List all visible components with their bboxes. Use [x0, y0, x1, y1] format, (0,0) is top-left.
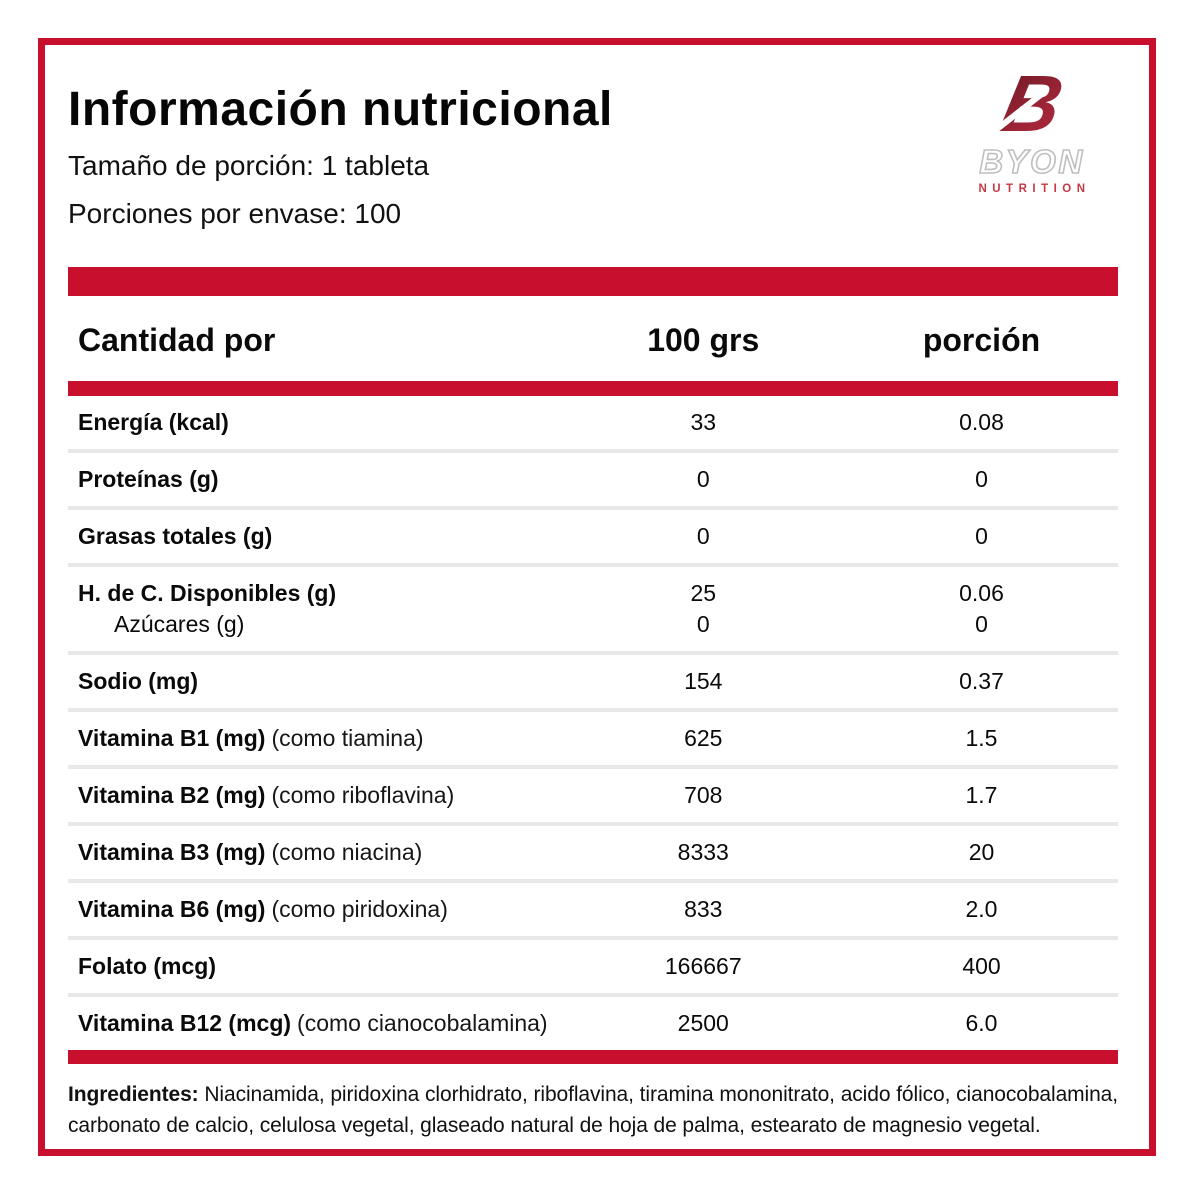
nutrient-note: (como tiamina)	[271, 724, 424, 751]
value-per-portion: 20	[968, 838, 995, 865]
value-per-portion: 0.08	[959, 408, 1004, 435]
row-separator	[68, 935, 1118, 940]
value-per-100g: 33	[690, 408, 717, 435]
value-per-100g: 625	[684, 724, 723, 751]
row-separator	[68, 650, 1118, 655]
table-row: Energía (kcal) 33 0.08	[68, 396, 1118, 449]
value-per-100g: 25	[690, 579, 717, 606]
nutrient-note: (como piridoxina)	[271, 895, 448, 922]
nutrient-label: Vitamina B6 (mg)	[78, 895, 266, 922]
value-per-portion: 0	[975, 465, 988, 492]
nutrient-label: Folato (mcg)	[78, 952, 216, 979]
table-row: Vitamina B2 (mg) (como riboflavina) 708 1…	[68, 769, 1118, 822]
ingredients-text: Niacinamida, piridoxina clorhidrato, rib…	[68, 1082, 1118, 1137]
value-per-100g: 708	[684, 781, 723, 808]
value-per-portion: 2.0	[965, 895, 998, 922]
table-row: Sodio (mg) 154 0.37	[68, 655, 1118, 708]
nutrient-note: (como niacina)	[271, 838, 423, 865]
value-per-portion: 1.7	[965, 781, 998, 808]
nutrient-label: Vitamina B12 (mcg)	[78, 1009, 292, 1036]
value-per-100g: 8333	[677, 838, 729, 865]
value-per-portion: 0.06	[959, 579, 1004, 606]
divider-bar-footer	[68, 1049, 1118, 1064]
brand-name: BYON	[979, 142, 1085, 180]
row-separator	[68, 562, 1118, 567]
table-row: Vitamina B1 (mg) (como tiamina) 625 1.5	[68, 712, 1118, 765]
brand-tagline: NUTRITION	[978, 183, 1091, 196]
row-separator	[68, 992, 1118, 997]
byon-b-logo-icon: B	[946, 59, 1118, 148]
column-label-header: Cantidad por	[78, 321, 276, 358]
row-separator	[68, 505, 1118, 510]
table-row: Proteínas (g) 0 0	[68, 453, 1118, 506]
nutrient-label: Grasas totales (g)	[78, 522, 273, 549]
value-per-100g: 166667	[664, 952, 742, 979]
row-separator	[68, 764, 1118, 769]
row-separator	[68, 821, 1118, 826]
value-per-portion: 6.0	[965, 1009, 998, 1036]
value-per-portion: 0.37	[959, 667, 1004, 694]
value-per-portion: 0	[975, 610, 988, 637]
divider-bar-top	[68, 266, 1118, 296]
value-per-portion: 400	[962, 952, 1001, 979]
table-row: Vitamina B3 (mg) (como niacina) 8333 20	[68, 826, 1118, 879]
nutrient-note: (como riboflavina)	[271, 781, 455, 808]
table-subrow: Azúcares (g) 0 0	[68, 609, 1118, 640]
nutrient-label: Vitamina B1 (mg)	[78, 724, 266, 751]
value-per-100g: 0	[696, 465, 710, 492]
nutrient-sublabel: Azúcares (g)	[114, 610, 245, 637]
value-per-100g: 2500	[677, 1009, 729, 1036]
column-100g-header: 100 grs	[647, 321, 760, 358]
table-row: Grasas totales (g) 0 0	[68, 510, 1118, 563]
ingredients-section: Ingredientes: Niacinamida, piridoxina cl…	[68, 1079, 1118, 1141]
nutrient-label: H. de C. Disponibles (g)	[78, 579, 337, 606]
nutrient-label: Energía (kcal)	[78, 408, 229, 435]
nutrient-label: Vitamina B2 (mg)	[78, 781, 266, 808]
servings-per-container-line: Porciones por envase: 100	[68, 197, 402, 229]
table-row: Vitamina B12 (mcg) (como cianocobalamina)…	[68, 997, 1118, 1050]
row-separator	[68, 448, 1118, 453]
label-border	[38, 38, 1156, 1156]
table-row: Folato (mcg) 166667 400	[68, 940, 1118, 993]
page-title: Información nutricional	[68, 83, 613, 136]
table-row: H. de C. Disponibles (g) 25 0.06 Azúcare…	[68, 567, 1118, 651]
value-per-100g: 154	[684, 667, 723, 694]
brand-logo: B BYON NUTRITION	[946, 59, 1118, 196]
table-header-row: Cantidad por 100 grs porción	[68, 296, 1118, 381]
value-per-100g: 833	[684, 895, 723, 922]
serving-size-line: Tamaño de porción: 1 tableta	[68, 149, 430, 181]
table-row: Vitamina B6 (mg) (como piridoxina) 833 2.…	[68, 883, 1118, 936]
divider-bar-header	[68, 380, 1118, 396]
value-per-100g: 0	[696, 610, 710, 637]
nutrient-label: Vitamina B3 (mg)	[78, 838, 266, 865]
value-per-portion: 0	[975, 522, 988, 549]
nutrient-note: (como cianocobalamina)	[297, 1009, 548, 1036]
value-per-portion: 1.5	[965, 724, 998, 751]
nutrition-label: B BYON NUTRITION Información nutricional…	[68, 59, 1118, 1141]
column-portion-header: porción	[922, 321, 1041, 358]
value-per-100g: 0	[696, 522, 710, 549]
nutrient-label: Sodio (mg)	[78, 667, 199, 694]
nutrient-label: Proteínas (g)	[78, 465, 219, 492]
row-separator	[68, 707, 1118, 712]
row-separator	[68, 878, 1118, 883]
ingredients-label: Ingredientes:	[68, 1082, 199, 1106]
